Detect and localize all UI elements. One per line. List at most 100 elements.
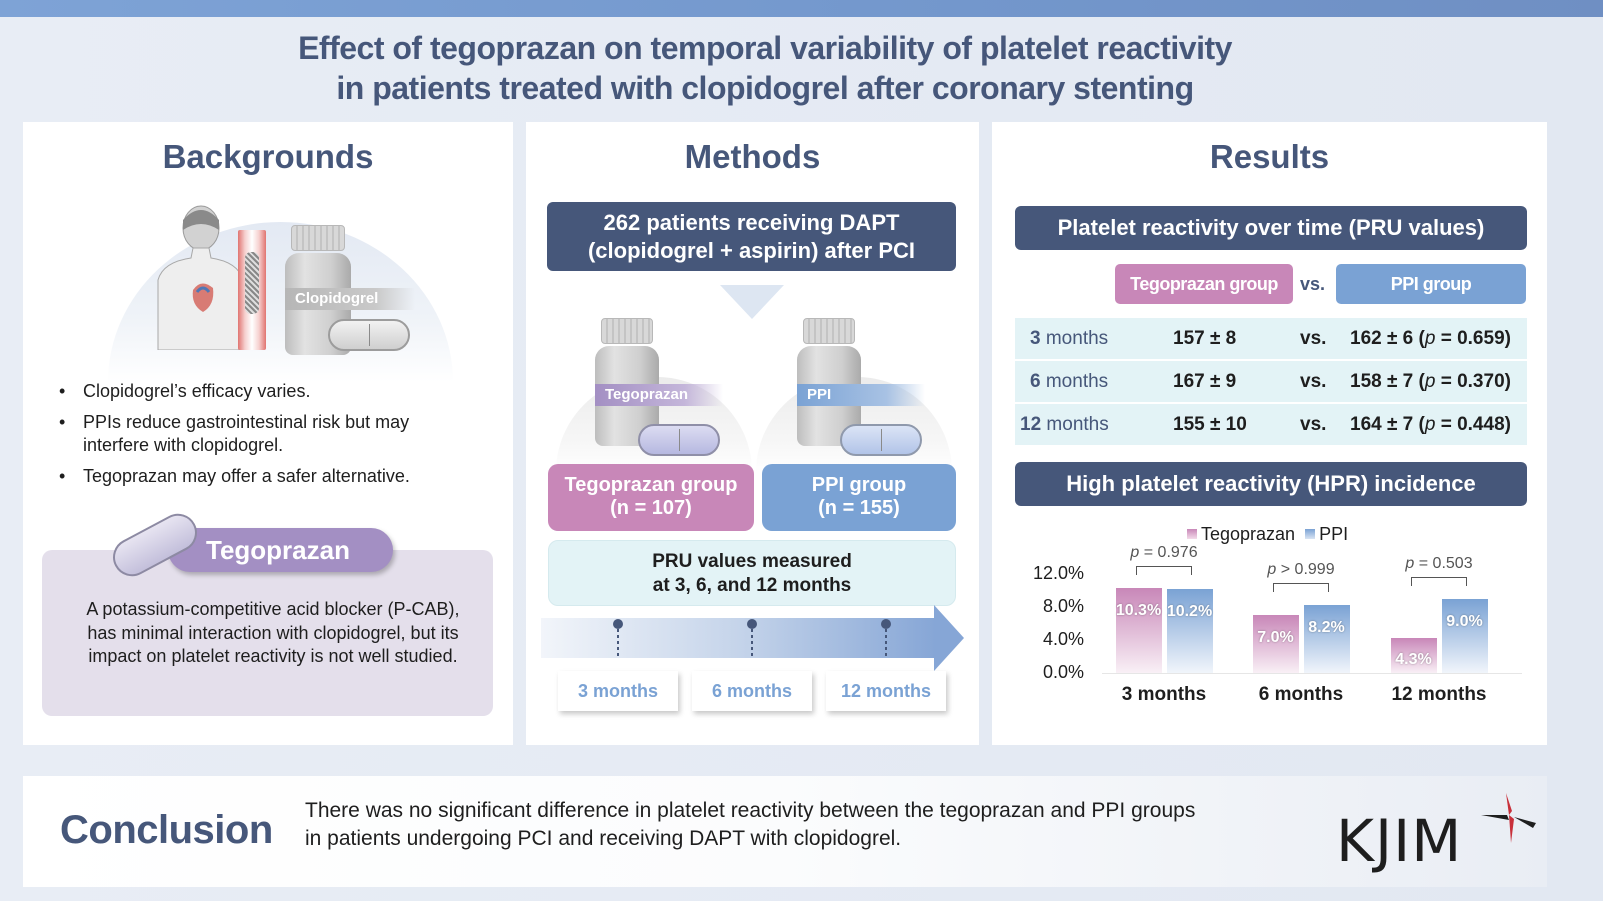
- ppi-value: 162 ± 6 (p = 0.659): [1350, 328, 1511, 349]
- pru-table-header: Platelet reactivity over time (PRU value…: [1015, 206, 1527, 250]
- timeline-tick: [613, 619, 623, 657]
- legend-label: PPI: [1319, 524, 1349, 544]
- x-tick-label: 12 months: [1391, 684, 1487, 705]
- bar-value-label: 10.2%: [1166, 602, 1213, 620]
- legend-label: Tegoprazan: [1201, 524, 1296, 544]
- bar-ppi-2: [1441, 598, 1488, 673]
- pru-table-row: 3 months 157 ± 8 vs. 162 ± 6 (p = 0.659): [1015, 318, 1527, 359]
- tablet-icon: [328, 319, 410, 351]
- vs-label: vs.: [1300, 414, 1327, 435]
- vs-label: vs.: [1300, 274, 1326, 294]
- bullet-item: PPIs reduce gastrointestinal risk but ma…: [59, 411, 479, 457]
- timepoint-card: 12 months: [826, 671, 946, 711]
- pru-table-row: 12 months 155 ± 10 vs. 164 ± 7 (p = 0.44…: [1015, 404, 1527, 445]
- timeline-tick: [747, 619, 757, 657]
- conclusion-heading: Conclusion: [60, 808, 273, 852]
- down-arrow-icon: [720, 285, 784, 319]
- conclusion-text: There was no significant difference in p…: [305, 797, 1305, 853]
- bar-value-label: 7.0%: [1257, 629, 1294, 647]
- chart-legend: Tegoprazan PPI: [1187, 524, 1348, 545]
- bar-value-label: 9.0%: [1446, 612, 1483, 630]
- bar-value-label: 10.3%: [1115, 602, 1162, 620]
- title-line-1: Effect of tegoprazan on temporal variabi…: [298, 30, 1232, 66]
- ppi-bottle-icon: PPI: [797, 318, 925, 446]
- kjim-logo: KJIM: [1336, 793, 1536, 883]
- p-value-label: p > 0.999: [1267, 561, 1335, 579]
- timeline-arrowhead-icon: [934, 605, 964, 671]
- patient-illustration-icon: [157, 205, 244, 350]
- conclusion-line-2: in patients undergoing PCI and receiving…: [305, 827, 902, 850]
- ppi-value: 164 ± 7 (p = 0.448): [1350, 414, 1511, 435]
- results-heading: Results: [1209, 138, 1330, 175]
- y-tick-label: 0.0%: [1042, 662, 1084, 682]
- bar-value-label: 8.2%: [1308, 619, 1345, 637]
- legend-item-tegoprazan: Tegoprazan: [1187, 524, 1295, 544]
- row-timepoint: 12 months: [1020, 414, 1109, 435]
- legend-swatch-icon: [1187, 529, 1197, 539]
- bar-tegoprazan-0: [1115, 588, 1162, 673]
- bullet-item: Tegoprazan may offer a safer alternative…: [59, 465, 479, 488]
- conclusion-panel: Conclusion There was no significant diff…: [23, 776, 1547, 887]
- backgrounds-panel: Backgrounds Clopidogrel Clopidogrel’s ef…: [23, 122, 513, 745]
- population-line-2: (clopidogrel + aspirin) after PCI: [587, 238, 915, 263]
- pru-line-1: PRU values measured: [652, 551, 852, 572]
- title-line-2: in patients treated with clopidogrel aft…: [336, 70, 1194, 106]
- tegoprazan-tablet-icon: [638, 424, 720, 456]
- row-timepoint: 3 months: [1030, 328, 1109, 349]
- group-name: PPI group: [811, 474, 907, 496]
- tegoprazan-value: 167 ± 9: [1173, 371, 1237, 392]
- population-line-1: 262 patients receiving DAPT: [603, 210, 900, 235]
- methods-heading: Methods: [684, 138, 821, 175]
- timeline-arrow: [541, 618, 936, 658]
- significance-bracket: [1273, 583, 1329, 593]
- significance-bracket: [1411, 576, 1467, 586]
- backgrounds-heading: Backgrounds: [162, 138, 374, 175]
- pru-table-row: 6 months 167 ± 9 vs. 158 ± 7 (p = 0.370): [1015, 361, 1527, 402]
- p-value-label: p = 0.976: [1130, 544, 1198, 562]
- bullet-item: Clopidogrel’s efficacy varies.: [59, 380, 479, 403]
- significance-bracket: [1136, 566, 1192, 576]
- ppi-value: 158 ± 7 (p = 0.370): [1350, 371, 1511, 392]
- page-title: Effect of tegoprazan on temporal variabi…: [0, 28, 1530, 108]
- ppi-bottle-label: PPI: [797, 384, 925, 406]
- conclusion-line-1: There was no significant difference in p…: [305, 799, 1196, 822]
- timeline-tick: [881, 619, 891, 657]
- pru-measurement-box: PRU values measured at 3, 6, and 12 mont…: [548, 540, 956, 606]
- bar-value-label: 4.3%: [1395, 651, 1432, 668]
- tegoprazan-info-box: [42, 550, 493, 716]
- kjim-star-icon: [1481, 793, 1536, 843]
- y-tick-label: 12.0%: [1032, 563, 1084, 583]
- tegoprazan-value: 157 ± 8: [1173, 328, 1237, 349]
- timepoint-card: 6 months: [692, 671, 812, 711]
- ppi-tablet-icon: [840, 424, 922, 456]
- x-tick-label: 3 months: [1121, 684, 1207, 705]
- tegoprazan-description: A potassium-competitive acid blocker (P-…: [86, 599, 460, 666]
- timepoint-card: 3 months: [558, 671, 678, 711]
- p-value-label: p = 0.503: [1405, 554, 1473, 572]
- top-banner: [0, 0, 1603, 17]
- tegoprazan-value: 155 ± 10: [1173, 414, 1247, 435]
- legend-item-ppi: PPI: [1305, 524, 1348, 544]
- background-bullets: Clopidogrel’s efficacy varies. PPIs redu…: [59, 380, 479, 496]
- population-box: 262 patients receiving DAPT (clopidogrel…: [547, 202, 956, 271]
- group-name: Tegoprazan group: [564, 474, 738, 496]
- stented-vessel-icon: [238, 230, 266, 350]
- legend-swatch-icon: [1305, 529, 1316, 539]
- vs-label: vs.: [1300, 371, 1327, 392]
- vs-label: vs.: [1300, 328, 1327, 349]
- y-tick-label: 8.0%: [1042, 596, 1084, 616]
- ppi-group-box: PPI group (n = 155): [762, 464, 956, 531]
- tegoprazan-tag: Tegoprazan: [168, 528, 393, 572]
- bar-tegoprazan-2: [1390, 637, 1437, 673]
- tegoprazan-group-chip: Tegoprazan group: [1115, 264, 1293, 304]
- pru-line-2: at 3, 6, and 12 months: [652, 575, 852, 596]
- group-count: (n = 107): [610, 497, 692, 519]
- hpr-chart-header: High platelet reactivity (HPR) incidence: [1015, 462, 1527, 506]
- x-tick-label: 6 months: [1258, 684, 1344, 705]
- methods-panel: Methods 262 patients receiving DAPT (clo…: [526, 122, 979, 745]
- bar-tegoprazan-1: [1252, 615, 1299, 673]
- clopidogrel-label: Clopidogrel: [285, 288, 415, 310]
- ppi-group-chip: PPI group: [1336, 264, 1526, 304]
- group-count: (n = 155): [818, 497, 900, 519]
- y-tick-label: 4.0%: [1042, 629, 1084, 649]
